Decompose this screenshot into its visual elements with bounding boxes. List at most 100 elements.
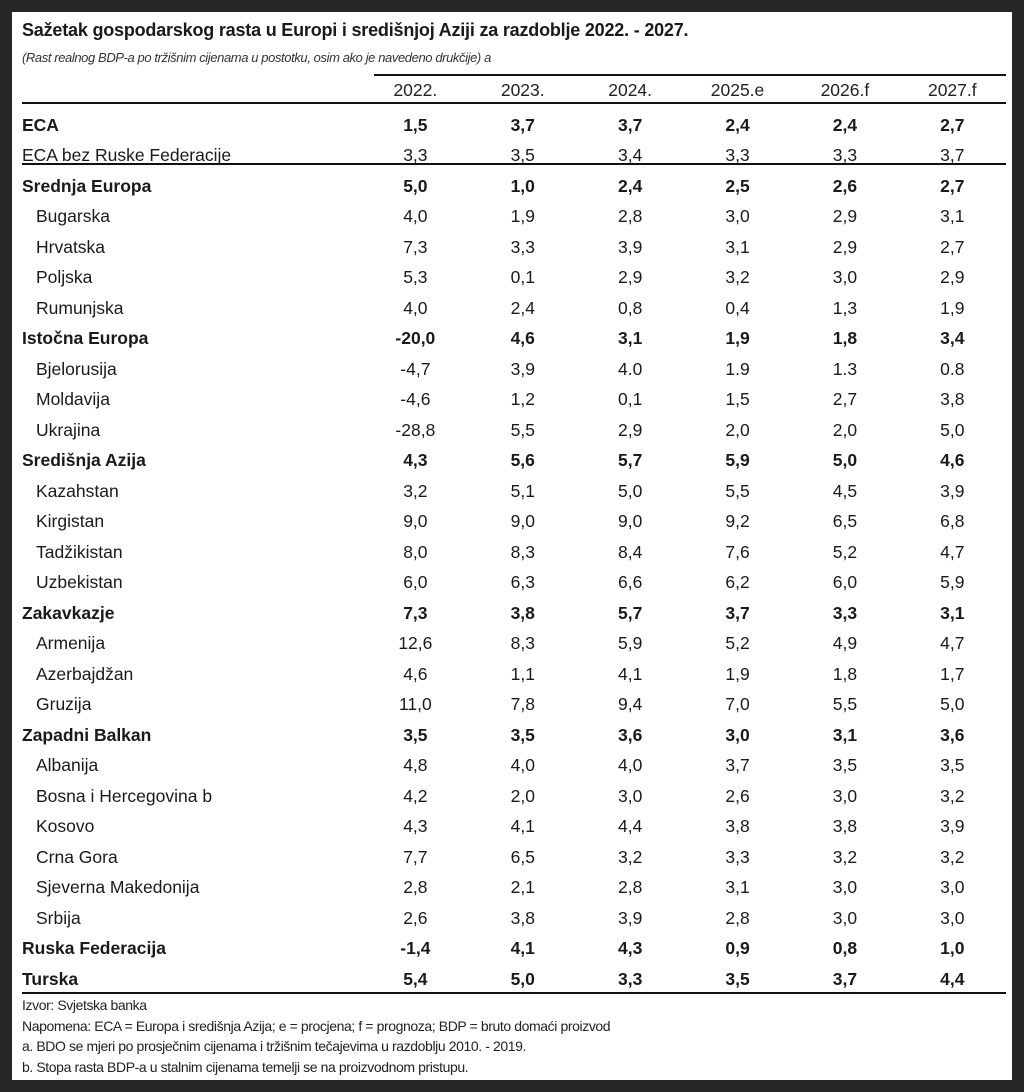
table-cell: 3,5 bbox=[510, 145, 535, 166]
table-row: Gruzija 11,0 7,8 9,4 7,0 5,5 5,0 bbox=[22, 690, 1006, 721]
table-cell: 1.9 bbox=[725, 358, 750, 379]
table-row: Azerbajdžan 4,6 1,1 4,1 1,9 1,8 1,7 bbox=[22, 659, 1006, 690]
table-cell: 4,6 bbox=[510, 328, 535, 349]
table-cell: 3,8 bbox=[940, 389, 965, 410]
table-cell: -20,0 bbox=[395, 328, 436, 349]
table-cell: 0,8 bbox=[617, 297, 643, 318]
table-row: Crna Gora 7,7 6,5 3,2 3,3 3,2 3,2 bbox=[22, 842, 1006, 873]
row-label: Kosovo bbox=[36, 816, 95, 837]
table-cell: 3,7 bbox=[725, 755, 750, 776]
table-cell: 1,7 bbox=[940, 663, 965, 684]
table-cell: 4,1 bbox=[510, 938, 535, 959]
table-row: Armenija 12,6 8,3 5,9 5,2 4,9 4,7 bbox=[22, 629, 1006, 660]
table-cell: 3,0 bbox=[725, 206, 750, 227]
column-header: 2022. bbox=[393, 79, 438, 100]
table-cell: 3,8 bbox=[510, 602, 535, 623]
table-cell: 3,5 bbox=[940, 755, 965, 776]
table-cell: 2,8 bbox=[617, 206, 643, 227]
table-row: ECA 1,5 3,7 3,7 2,4 2,4 2,7 bbox=[22, 110, 1006, 141]
row-label: Bugarska bbox=[36, 206, 110, 227]
table-cell: 3,0 bbox=[832, 267, 858, 288]
table-cell: 3,1 bbox=[940, 602, 965, 623]
table-row: Turska 5,4 5,0 3,3 3,5 3,7 4,4 bbox=[22, 964, 1006, 995]
table-cell: 5,0 bbox=[940, 419, 965, 440]
table-cell: 5,2 bbox=[725, 633, 750, 654]
table-cell: 3,0 bbox=[832, 877, 858, 898]
table-cell: 2,8 bbox=[725, 907, 750, 928]
table-cell: 3,5 bbox=[832, 755, 858, 776]
table-cell: 5,0 bbox=[617, 480, 643, 501]
divider bbox=[22, 992, 1006, 994]
table-cell: 2,9 bbox=[940, 267, 965, 288]
table-cell: 3,9 bbox=[617, 236, 643, 257]
table-cell: 6,2 bbox=[725, 572, 750, 593]
row-label: Albanija bbox=[36, 755, 99, 776]
table-cell: 4,4 bbox=[940, 968, 965, 989]
divider bbox=[22, 163, 1006, 165]
table-cell: 4,7 bbox=[940, 541, 965, 562]
table-cell: 3,3 bbox=[725, 846, 750, 867]
table-cell: 3,7 bbox=[617, 114, 643, 135]
row-label: ECA bbox=[22, 114, 59, 135]
column-header: 2025.e bbox=[710, 79, 765, 100]
table-row: Bjelorusija -4,7 3,9 4.0 1.9 1.3 0.8 bbox=[22, 354, 1006, 385]
footnote: b. Stopa rasta BDP-a u stalnim cijenama … bbox=[22, 1058, 469, 1075]
table-cell: 3,6 bbox=[617, 724, 643, 745]
divider bbox=[374, 74, 1006, 76]
table-cell: 4,0 bbox=[403, 206, 428, 227]
table-cell: 3,9 bbox=[940, 816, 965, 837]
table-cell: 1,9 bbox=[510, 206, 535, 227]
table-cell: 4,3 bbox=[403, 816, 428, 837]
table-cell: 8,3 bbox=[510, 541, 535, 562]
row-label: Središnja Azija bbox=[22, 450, 146, 471]
table-row: Albanija 4,8 4,0 4,0 3,7 3,5 3,5 bbox=[22, 751, 1006, 782]
table-cell: 7,0 bbox=[725, 694, 750, 715]
footnote: Napomena: ECA = Europa i središnja Azija… bbox=[22, 1017, 611, 1034]
table-cell: 4,5 bbox=[832, 480, 858, 501]
row-label: Srbija bbox=[36, 907, 81, 928]
table-cell: 3,6 bbox=[940, 724, 965, 745]
table-cell: 4,6 bbox=[403, 663, 428, 684]
table-subtitle: (Rast realnog BDP-a po tržišnim cijenama… bbox=[22, 50, 491, 65]
table-cell: 3,7 bbox=[510, 114, 535, 135]
table-cell: 4,0 bbox=[403, 297, 428, 318]
table-cell: 3,1 bbox=[832, 724, 858, 745]
table-cell: 3,2 bbox=[940, 846, 965, 867]
table-cell: 1,0 bbox=[940, 938, 965, 959]
row-label: Rumunjska bbox=[36, 297, 124, 318]
table-cell: 7,7 bbox=[403, 846, 428, 867]
table-cell: 2,4 bbox=[510, 297, 535, 318]
row-label: Poljska bbox=[36, 267, 93, 288]
table-cell: 1,9 bbox=[725, 663, 750, 684]
table-cell: 3,0 bbox=[725, 724, 750, 745]
table-cell: 5,2 bbox=[832, 541, 858, 562]
table-cell: 3,7 bbox=[940, 145, 965, 166]
table-cell: 5,5 bbox=[510, 419, 535, 440]
table-row: Bugarska 4,0 1,9 2,8 3,0 2,9 3,1 bbox=[22, 202, 1006, 233]
table-row: Kirgistan 9,0 9,0 9,0 9,2 6,5 6,8 bbox=[22, 507, 1006, 538]
footnotes: Izvor: Svjetska banka Napomena: ECA = Eur… bbox=[22, 995, 611, 1077]
table-row: Tadžikistan 8,0 8,3 8,4 7,6 5,2 4,7 bbox=[22, 537, 1006, 568]
table-cell: 3,9 bbox=[617, 907, 643, 928]
table-cell: 2,6 bbox=[403, 907, 428, 928]
table-cell: 4,0 bbox=[617, 755, 643, 776]
table-cell: 3,0 bbox=[832, 907, 858, 928]
table-cell: 2,9 bbox=[832, 236, 858, 257]
table-row: Ukrajina -28,8 5,5 2,9 2,0 2,0 5,0 bbox=[22, 415, 1006, 446]
table-cell: 7,6 bbox=[725, 541, 750, 562]
table-row: Zakavkazje 7,3 3,8 5,7 3,7 3,3 3,1 bbox=[22, 598, 1006, 629]
table-cell: 4,9 bbox=[832, 633, 858, 654]
table-cell: 9,0 bbox=[403, 511, 428, 532]
table-cell: 3,3 bbox=[510, 236, 535, 257]
table-cell: 2,7 bbox=[940, 114, 965, 135]
column-header: 2023. bbox=[500, 79, 545, 100]
row-label: Zapadni Balkan bbox=[22, 724, 152, 745]
table-cell: 5,7 bbox=[617, 602, 643, 623]
table-row: Uzbekistan 6,0 6,3 6,6 6,2 6,0 5,9 bbox=[22, 568, 1006, 599]
table-cell: 7,3 bbox=[403, 602, 428, 623]
table-cell: 6,0 bbox=[403, 572, 428, 593]
footnote: Izvor: Svjetska banka bbox=[22, 997, 147, 1013]
table-cell: 3,9 bbox=[510, 358, 535, 379]
table-cell: 5,9 bbox=[725, 450, 750, 471]
table-cell: -4,7 bbox=[400, 358, 431, 379]
